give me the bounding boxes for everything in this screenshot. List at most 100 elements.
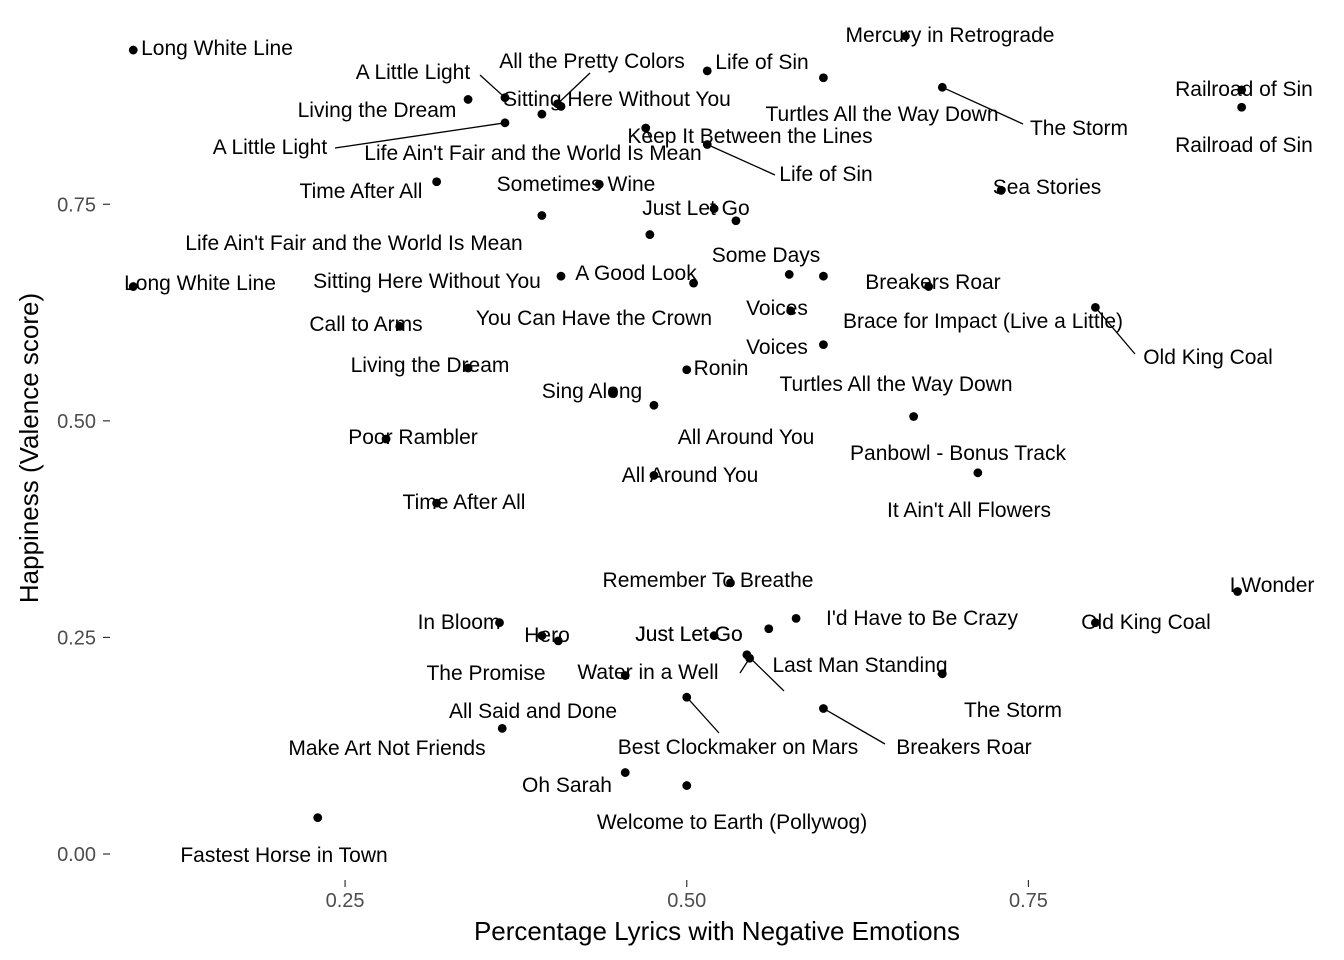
- point-label: Make Art Not Friends: [288, 737, 485, 760]
- data-point: [128, 282, 138, 291]
- data-point: [537, 211, 547, 220]
- leader-line: [334, 122, 506, 149]
- point-label: Panbowl - Bonus Track: [850, 442, 1066, 465]
- data-point: [819, 271, 828, 281]
- data-point: [649, 400, 659, 410]
- point-label: Breakers Roar: [865, 271, 1000, 294]
- point-labels: Long White Line A Little Light All the Pre…: [124, 24, 1314, 867]
- point-label: Turtles All the Way Down: [765, 103, 998, 126]
- point-label: Living the Dream: [351, 354, 510, 377]
- data-point: [709, 631, 719, 641]
- point-label: You Can Have the Crown: [476, 307, 712, 330]
- data-point: [682, 365, 692, 375]
- data-point: [432, 498, 442, 508]
- point-label: Poor Rambler: [348, 426, 478, 449]
- point-label: It Ain't All Flowers: [887, 499, 1051, 522]
- data-point: [819, 704, 828, 713]
- y-tick-label: 0.50: [57, 411, 96, 433]
- leader-line: [557, 72, 591, 105]
- data-point: [1237, 102, 1247, 112]
- point-label: Time After All: [403, 491, 526, 514]
- data-point: [937, 82, 947, 92]
- point-label: Long White Line: [141, 37, 293, 60]
- data-point: [594, 179, 604, 189]
- point-label: Just Let Go: [635, 623, 742, 646]
- point-label: Sitting Here Without You: [503, 88, 731, 111]
- point-label: A Good Look: [575, 262, 697, 285]
- data-point: [463, 95, 473, 104]
- point-label: Life Ain't Fair and the World Is Mean: [364, 142, 701, 165]
- y-tick-label: 0.25: [57, 627, 96, 649]
- point-label: Sing Along: [542, 380, 642, 403]
- data-point: [786, 306, 796, 316]
- point-label: All the Pretty Colors: [499, 50, 685, 73]
- data-point: [924, 282, 934, 291]
- data-point: [1090, 302, 1100, 312]
- data-point: [996, 185, 1006, 195]
- data-point: [500, 118, 510, 128]
- point-label: Voices: [746, 297, 808, 320]
- data-point: [381, 434, 391, 444]
- point-label: Life of Sin: [779, 163, 872, 186]
- point-label: Life Ain't Fair and the World Is Mean: [185, 232, 522, 255]
- data-point: [709, 204, 719, 213]
- axes: 0.25 0.50 0.75 0.00 0.25 0.50 0.75: [57, 194, 1048, 912]
- point-label: Old King Coal: [1143, 346, 1273, 369]
- point-label: The Storm: [964, 699, 1062, 722]
- data-point: [791, 613, 801, 623]
- point-label: Keep It Between the Lines: [627, 125, 872, 148]
- data-point: [1237, 85, 1247, 95]
- data-points: [128, 31, 1247, 823]
- point-label: All Around You: [678, 426, 815, 449]
- point-label: Just Let Go: [642, 197, 749, 220]
- point-label: Some Days: [712, 244, 821, 267]
- data-point: [937, 669, 947, 679]
- point-label: Living the Dream: [298, 99, 457, 122]
- point-label: Turtles All the Way Down: [779, 373, 1012, 396]
- point-label: Time After All: [300, 180, 423, 203]
- point-label: Just Let Go: [635, 623, 742, 646]
- data-point: [641, 123, 651, 133]
- data-point: [1090, 618, 1100, 628]
- data-point: [620, 671, 630, 680]
- point-label: All Around You: [622, 464, 759, 487]
- data-point: [313, 813, 323, 823]
- point-label: The Storm: [1030, 117, 1128, 140]
- data-point: [689, 278, 698, 288]
- point-label: Voices: [746, 336, 808, 359]
- point-label: Railroad of Sin: [1175, 78, 1313, 101]
- point-label: Ronin: [694, 357, 749, 380]
- point-label: Life of Sin: [715, 51, 808, 74]
- point-label: Mercury in Retrograde: [846, 24, 1055, 47]
- point-label: Sometimes Wine: [497, 173, 656, 196]
- point-label: I Wonder: [1230, 574, 1315, 597]
- point-label: Best Clockmaker on Mars: [618, 736, 858, 759]
- point-label: A Little Light: [356, 61, 471, 84]
- data-point: [682, 781, 692, 790]
- point-label: All Said and Done: [449, 700, 617, 723]
- data-point: [463, 363, 473, 373]
- data-point: [497, 723, 507, 733]
- point-label: Remember To Breathe: [603, 569, 814, 592]
- point-label: A Little Light: [213, 136, 328, 159]
- data-point: [784, 270, 794, 279]
- x-axis-title: Percentage Lyrics with Negative Emotions: [474, 916, 960, 946]
- point-label: Old King Coal: [1081, 611, 1211, 634]
- point-label: Oh Sarah: [522, 774, 612, 797]
- data-point: [682, 692, 692, 702]
- data-point: [973, 468, 983, 478]
- point-label: Long White Line: [124, 272, 276, 295]
- point-label: I'd Have to Be Crazy: [826, 607, 1018, 630]
- data-point: [702, 140, 712, 149]
- point-label: Water in a Well: [577, 661, 718, 684]
- data-point: [495, 618, 504, 628]
- leader-line: [706, 143, 776, 176]
- data-point: [702, 66, 712, 76]
- data-point: [395, 322, 405, 331]
- data-point: [901, 31, 910, 41]
- data-point: [553, 636, 563, 646]
- y-tick-label: 0.75: [57, 194, 96, 216]
- data-point: [745, 653, 755, 663]
- data-point: [620, 768, 630, 777]
